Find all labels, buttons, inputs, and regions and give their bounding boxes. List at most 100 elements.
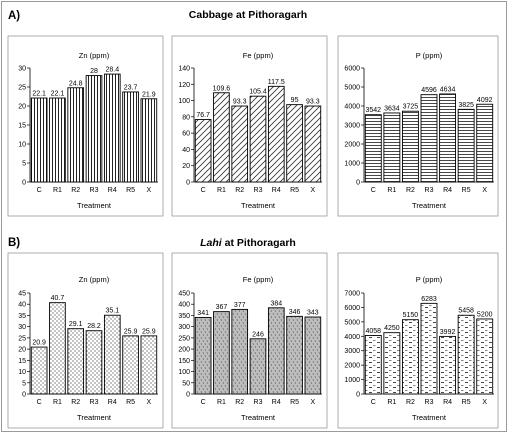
- data-label: 29.1: [69, 321, 83, 328]
- y-tick-label: 5: [22, 380, 26, 387]
- data-label: 341: [197, 310, 209, 317]
- bar: [383, 112, 401, 183]
- y-tick-label: 20: [182, 163, 190, 170]
- y-tick-label: 120: [178, 82, 190, 89]
- y-tick-label: 350: [178, 313, 190, 320]
- chart-title: P (ppm): [416, 275, 443, 284]
- x-tick-label: C: [201, 399, 206, 406]
- data-label: 343: [307, 310, 319, 317]
- y-tick-label: 300: [178, 324, 190, 331]
- data-label: 93.3: [233, 99, 247, 106]
- bar: [140, 335, 158, 395]
- y-tick-label: 0: [22, 392, 26, 399]
- x-tick-label: X: [311, 187, 316, 194]
- y-tick-label: 40: [18, 302, 26, 309]
- data-label: 28.2: [87, 323, 101, 330]
- x-tick-label: R4: [272, 399, 281, 406]
- x-tick-label: R3: [254, 399, 263, 406]
- panel-b-letter: B): [8, 237, 20, 249]
- x-tick-label: R4: [108, 399, 117, 406]
- bar: [439, 93, 457, 183]
- data-label: 22.1: [51, 91, 65, 98]
- y-tick-label: 0: [186, 180, 190, 187]
- bar: [85, 75, 103, 183]
- x-tick-label: R5: [290, 187, 299, 194]
- data-label: 40.7: [51, 295, 65, 302]
- x-axis-title: Treatment: [412, 413, 447, 422]
- x-tick-label: R4: [443, 399, 452, 406]
- data-label: 5458: [458, 308, 474, 315]
- bar: [30, 97, 48, 183]
- chart-box-a-p: [337, 35, 499, 217]
- bar: [231, 105, 249, 183]
- y-tick-label: 6000: [344, 305, 360, 312]
- y-tick-label: 140: [178, 66, 190, 73]
- bar: [420, 94, 438, 183]
- chart-box-b-zn: [7, 252, 164, 429]
- data-label: 3634: [384, 105, 400, 112]
- x-tick-label: R5: [462, 399, 471, 406]
- data-label: 384: [270, 300, 282, 307]
- y-tick-label: 2000: [344, 363, 360, 370]
- y-tick-label: 15: [18, 358, 26, 365]
- data-label: 4596: [421, 87, 437, 94]
- data-label: 76.7: [196, 112, 210, 119]
- x-tick-label: R2: [71, 399, 80, 406]
- bar: [420, 302, 438, 395]
- data-label: 4250: [384, 325, 400, 332]
- chart-title: Zn (ppm): [79, 275, 110, 284]
- y-tick-label: 5000: [344, 319, 360, 326]
- bar: [194, 317, 212, 395]
- y-tick-label: 1000: [344, 161, 360, 168]
- y-tick-label: 45: [18, 291, 26, 298]
- y-tick-label: 1000: [344, 377, 360, 384]
- x-tick-label: C: [371, 187, 376, 194]
- data-label: 246: [252, 331, 264, 338]
- panel-a-letter: A): [8, 10, 20, 22]
- data-label: 3992: [440, 329, 456, 336]
- x-tick-label: R2: [235, 399, 244, 406]
- data-label: 25.9: [142, 328, 156, 335]
- data-label: 3725: [403, 104, 419, 111]
- x-axis-title: Treatment: [77, 413, 112, 422]
- x-tick-label: C: [37, 399, 42, 406]
- x-axis-title: Treatment: [241, 413, 276, 422]
- y-tick-label: 7000: [344, 291, 360, 298]
- y-tick-label: 5: [22, 161, 26, 168]
- data-label: 3825: [458, 102, 474, 109]
- data-label: 25.9: [124, 328, 138, 335]
- chart-box-b-fe: [171, 252, 328, 429]
- x-tick-label: R3: [90, 187, 99, 194]
- bar: [401, 110, 419, 183]
- x-tick-label: C: [371, 399, 376, 406]
- x-tick-label: R5: [126, 187, 135, 194]
- y-tick-label: 15: [18, 123, 26, 130]
- x-axis-title: Treatment: [241, 201, 276, 210]
- bar: [249, 95, 267, 183]
- x-tick-label: X: [147, 187, 152, 194]
- data-label: 24.8: [69, 80, 83, 87]
- y-tick-label: 10: [18, 369, 26, 376]
- chart-title: Fe (ppm): [243, 275, 274, 284]
- x-tick-label: R3: [254, 187, 263, 194]
- bar: [67, 328, 85, 395]
- data-label: 21.9: [142, 91, 156, 98]
- chart-box-b-p: [337, 252, 499, 429]
- panel-a-title-text: Cabbage at Pithoragarh: [189, 9, 307, 21]
- data-label: 3542: [365, 107, 381, 114]
- y-tick-label: 4000: [344, 334, 360, 341]
- bar: [140, 98, 158, 183]
- data-label: 28.4: [105, 67, 119, 74]
- x-tick-label: R3: [90, 399, 99, 406]
- x-tick-label: R4: [272, 187, 281, 194]
- data-label: 5200: [477, 311, 493, 318]
- y-tick-label: 4000: [344, 104, 360, 111]
- data-label: 5150: [403, 312, 419, 319]
- data-label: 109.6: [213, 85, 231, 92]
- bar: [67, 87, 85, 183]
- data-label: 367: [216, 304, 228, 311]
- data-label: 20.9: [32, 340, 46, 347]
- bar: [122, 91, 139, 183]
- y-tick-label: 250: [178, 335, 190, 342]
